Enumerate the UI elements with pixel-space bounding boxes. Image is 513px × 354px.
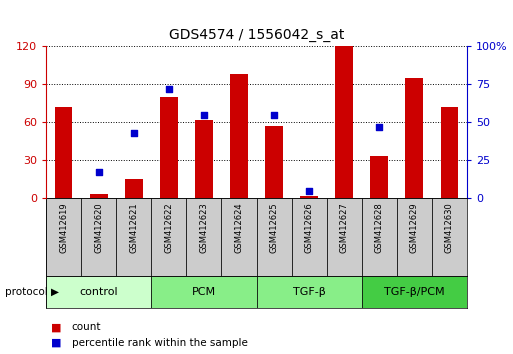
Point: [340, 109, 348, 114]
Bar: [362, 276, 467, 308]
Bar: [90, 194, 108, 198]
Bar: [46, 276, 151, 308]
Text: GSM412621: GSM412621: [129, 202, 139, 253]
Bar: [55, 107, 72, 198]
Bar: [116, 198, 151, 276]
Text: GSM412628: GSM412628: [374, 202, 384, 253]
Bar: [432, 198, 467, 276]
Bar: [291, 198, 327, 276]
Text: GSM412627: GSM412627: [340, 202, 349, 253]
Bar: [230, 74, 248, 198]
Text: PCM: PCM: [192, 287, 216, 297]
Bar: [397, 198, 432, 276]
Text: ■: ■: [51, 322, 62, 332]
Bar: [256, 276, 362, 308]
Text: GSM412626: GSM412626: [305, 202, 313, 253]
Text: GSM412620: GSM412620: [94, 202, 103, 253]
Bar: [362, 198, 397, 276]
Bar: [256, 198, 291, 276]
Bar: [151, 276, 256, 308]
Text: GSM412624: GSM412624: [234, 202, 244, 253]
Bar: [336, 46, 353, 198]
Text: TGF-β: TGF-β: [293, 287, 325, 297]
Text: ■: ■: [51, 338, 62, 348]
Point: [445, 112, 453, 118]
Text: GSM412629: GSM412629: [410, 202, 419, 253]
Point: [375, 124, 383, 130]
Point: [200, 112, 208, 118]
Point: [94, 170, 103, 175]
Bar: [265, 126, 283, 198]
Text: GSM412622: GSM412622: [164, 202, 173, 253]
Text: TGF-β/PCM: TGF-β/PCM: [384, 287, 445, 297]
Bar: [151, 198, 186, 276]
Text: protocol ▶: protocol ▶: [5, 287, 59, 297]
Bar: [186, 198, 222, 276]
Bar: [125, 179, 143, 198]
Bar: [195, 120, 213, 198]
Text: GSM412623: GSM412623: [200, 202, 208, 253]
Bar: [405, 78, 423, 198]
Bar: [370, 156, 388, 198]
Text: GSM412630: GSM412630: [445, 202, 454, 253]
Point: [235, 109, 243, 114]
Text: GSM412625: GSM412625: [269, 202, 279, 253]
Bar: [160, 97, 177, 198]
Bar: [441, 107, 458, 198]
Point: [60, 116, 68, 122]
Text: GSM412619: GSM412619: [59, 202, 68, 253]
Title: GDS4574 / 1556042_s_at: GDS4574 / 1556042_s_at: [169, 28, 344, 42]
Point: [305, 188, 313, 193]
Point: [410, 112, 419, 118]
Text: count: count: [72, 322, 102, 332]
Text: percentile rank within the sample: percentile rank within the sample: [72, 338, 248, 348]
Bar: [327, 198, 362, 276]
Bar: [222, 198, 256, 276]
Point: [130, 130, 138, 136]
Bar: [300, 196, 318, 198]
Point: [270, 112, 278, 118]
Point: [165, 86, 173, 91]
Bar: [81, 198, 116, 276]
Bar: [46, 198, 81, 276]
Text: control: control: [80, 287, 118, 297]
